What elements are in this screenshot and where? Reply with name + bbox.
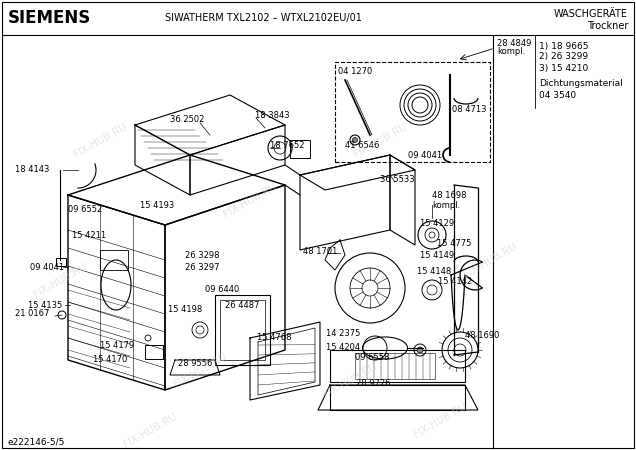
Text: 09 4041: 09 4041	[408, 150, 442, 159]
Text: 3) 15 4210: 3) 15 4210	[539, 63, 588, 72]
Text: 15 4193: 15 4193	[140, 201, 174, 210]
Text: FIX-HUB.RU: FIX-HUB.RU	[462, 241, 518, 279]
Text: 21 0167: 21 0167	[15, 310, 50, 319]
Bar	[330, 385, 465, 410]
Text: 15 4148: 15 4148	[417, 267, 452, 276]
Text: 48 1690: 48 1690	[465, 330, 499, 339]
Text: 04 3540: 04 3540	[539, 90, 576, 99]
Text: FIX-HUB.RU: FIX-HUB.RU	[352, 121, 408, 159]
Text: e222146-5/5: e222146-5/5	[8, 437, 66, 446]
Text: 15 4135: 15 4135	[28, 301, 62, 310]
Text: 09 6440: 09 6440	[205, 285, 239, 294]
Text: SIEMENS: SIEMENS	[8, 9, 91, 27]
Bar	[215, 295, 270, 365]
Text: 48 1701: 48 1701	[303, 248, 337, 256]
Text: 26 3298: 26 3298	[185, 251, 219, 260]
Text: kompl.: kompl.	[432, 201, 460, 210]
Text: FIX-HUB.RU: FIX-HUB.RU	[32, 261, 88, 299]
Text: 15 4198: 15 4198	[168, 306, 202, 315]
Text: 09 6552: 09 6552	[68, 206, 102, 215]
Bar	[220, 300, 265, 360]
Text: 26 3297: 26 3297	[185, 264, 219, 273]
Text: kompl.: kompl.	[497, 48, 525, 57]
Text: WASCHGERÄTE: WASCHGERÄTE	[554, 9, 628, 19]
Bar	[56, 258, 66, 266]
Text: 41 6546: 41 6546	[345, 140, 380, 149]
Circle shape	[417, 347, 423, 353]
Text: FIX-HUB.RU: FIX-HUB.RU	[121, 411, 178, 449]
Text: FIX-HUB.RU: FIX-HUB.RU	[72, 121, 128, 159]
Text: 15 4775: 15 4775	[437, 238, 471, 248]
Text: SIWATHERM TXL2102 – WTXL2102EU/01: SIWATHERM TXL2102 – WTXL2102EU/01	[165, 13, 362, 23]
Bar	[330, 350, 465, 382]
Text: 15 4142: 15 4142	[438, 278, 472, 287]
Bar	[145, 345, 163, 359]
Text: 15 4170: 15 4170	[93, 356, 127, 364]
Text: FIX-HUB.RU: FIX-HUB.RU	[222, 181, 279, 219]
Text: Trockner: Trockner	[586, 21, 628, 31]
Text: 15 4204: 15 4204	[326, 343, 360, 352]
Text: 28 4849: 28 4849	[497, 39, 531, 48]
Text: 18 7652: 18 7652	[270, 140, 305, 149]
Text: 48 1698: 48 1698	[432, 190, 466, 199]
Text: Dichtungsmaterial: Dichtungsmaterial	[539, 80, 623, 89]
Bar	[335, 62, 490, 162]
Text: 36 5533: 36 5533	[380, 176, 415, 184]
Text: 14 2375: 14 2375	[326, 328, 361, 338]
Text: 26 4487: 26 4487	[225, 301, 259, 310]
Text: 18 4143: 18 4143	[15, 166, 50, 175]
Bar	[355, 353, 435, 379]
Text: 15 4768: 15 4768	[257, 333, 291, 342]
Text: 15 4129: 15 4129	[420, 220, 454, 229]
Text: 09 4041: 09 4041	[30, 262, 64, 271]
Bar	[290, 140, 310, 158]
Text: 18 3843: 18 3843	[255, 111, 289, 120]
Text: 09 6558: 09 6558	[355, 354, 389, 363]
Circle shape	[352, 138, 357, 143]
Text: 15 4211: 15 4211	[72, 230, 106, 239]
Text: 36 2502: 36 2502	[170, 116, 204, 125]
Text: FIX-HUB.RU: FIX-HUB.RU	[322, 361, 378, 399]
Text: 15 4149: 15 4149	[420, 251, 454, 260]
Text: FIX-HUB.RU: FIX-HUB.RU	[172, 351, 228, 389]
Text: 1) 18 9665: 1) 18 9665	[539, 41, 588, 50]
Text: 04 1270: 04 1270	[338, 68, 372, 76]
Text: 08 4713: 08 4713	[452, 105, 487, 114]
Text: 15 4179: 15 4179	[100, 341, 134, 350]
Text: FIX-HUB.RU: FIX-HUB.RU	[411, 401, 468, 439]
Text: 28 9556: 28 9556	[178, 359, 212, 368]
Text: 28 9726: 28 9726	[356, 378, 391, 387]
Bar	[100, 250, 128, 270]
Circle shape	[58, 311, 66, 319]
Text: 2) 26 3299: 2) 26 3299	[539, 53, 588, 62]
